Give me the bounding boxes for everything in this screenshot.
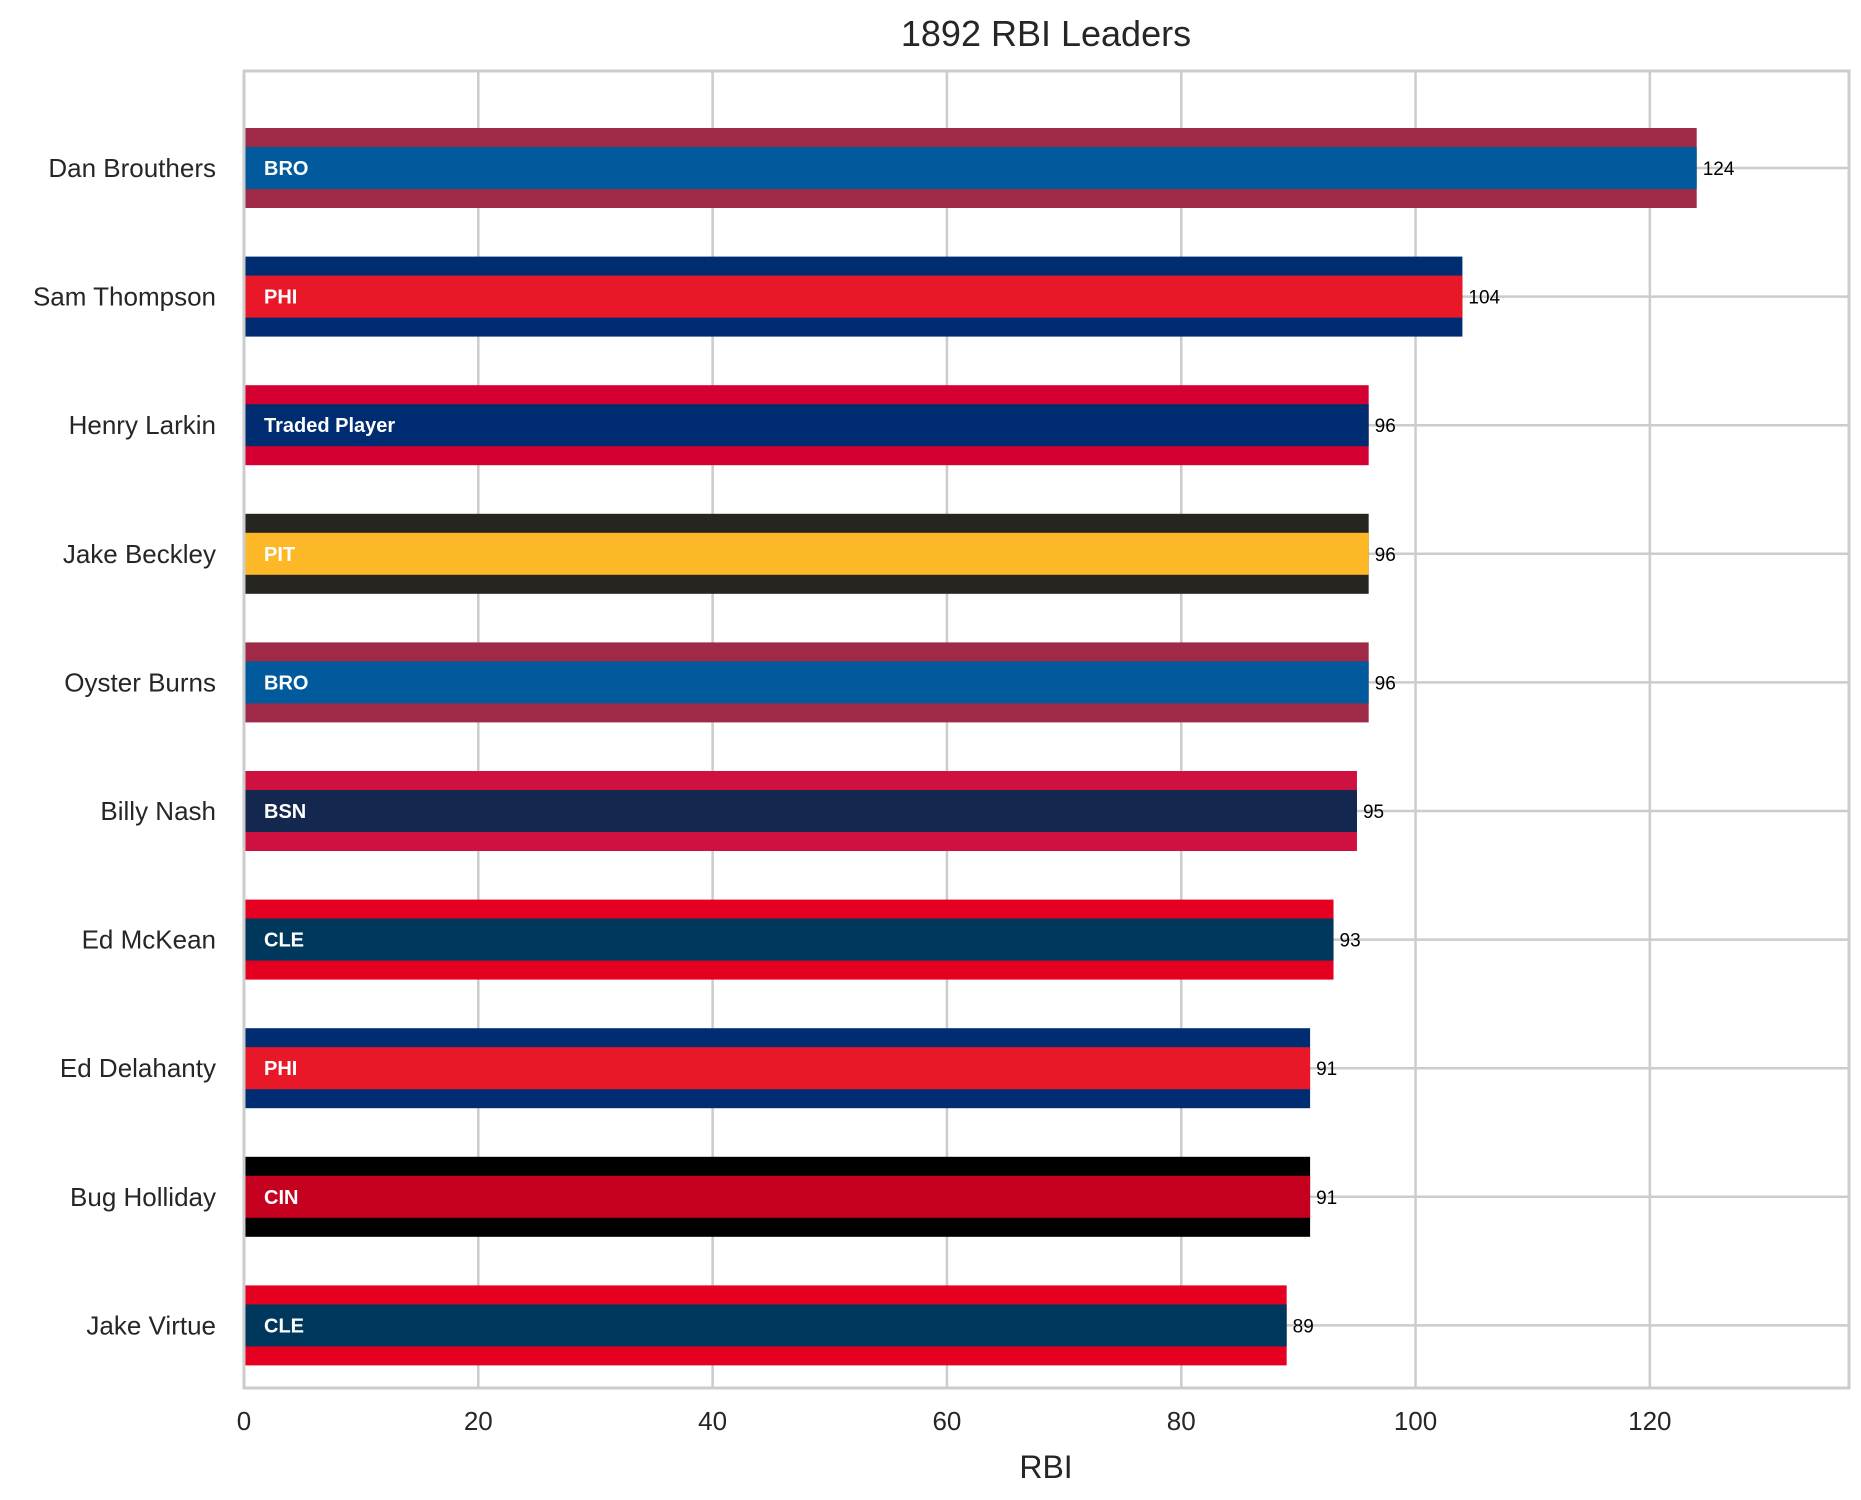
bar-inner [244,1304,1287,1347]
chart-title: 1892 RBI Leaders [901,13,1191,54]
y-category-label: Henry Larkin [69,410,216,440]
x-tick-label: 40 [698,1406,727,1436]
bar-value-label: 91 [1316,1188,1337,1209]
bar-inner [244,918,1334,961]
bar-value-label: 91 [1316,1059,1337,1080]
bar-team-label: Traded Player [264,415,395,437]
y-category-label: Jake Beckley [63,539,216,569]
bar-value-label: 124 [1703,159,1735,180]
y-category-label: Jake Virtue [86,1310,216,1340]
bar-team-label: CLE [264,1315,304,1337]
y-category-label: Billy Nash [100,796,216,826]
labels: 0 20 40 60 80 100 120 BRO 124 Dan Brouthers PHI 104… [33,153,1735,1436]
bar-value-label: 96 [1375,416,1396,437]
x-tick-label: 120 [1628,1406,1671,1436]
bar-value-label: 89 [1293,1316,1314,1337]
bar-inner [244,532,1369,575]
bar-inner [244,661,1369,704]
bar-team-label: BSN [264,801,306,823]
bar-value-label: 93 [1340,931,1361,952]
bar-team-label: BRO [264,672,308,694]
x-tick-label: 100 [1394,1406,1437,1436]
bar-inner [244,275,1463,318]
bar-inner [244,1047,1311,1090]
y-category-label: Dan Brouthers [48,153,216,183]
bars [244,128,1697,1366]
x-tick-label: 60 [932,1406,961,1436]
bar-team-label: PIT [264,544,295,566]
y-category-label: Ed McKean [82,925,216,955]
plot-frame [242,69,1851,1390]
y-category-label: Bug Holliday [70,1182,216,1212]
x-tick-label: 20 [464,1406,493,1436]
y-category-label: Ed Delahanty [60,1053,216,1083]
bar-value-label: 104 [1468,288,1500,309]
y-category-label: Sam Thompson [33,282,216,312]
y-category-label: Oyster Burns [64,667,216,697]
bar-inner [244,404,1369,447]
bar-inner [244,147,1697,189]
bar-team-label: PHI [264,1058,297,1080]
bar-team-label: CIN [264,1187,298,1209]
bar-value-label: 95 [1363,802,1384,823]
bar-team-label: PHI [264,287,297,309]
bar-inner [244,1175,1311,1218]
x-tick-label: 80 [1167,1406,1196,1436]
bar-value-label: 96 [1375,673,1396,694]
bar-value-label: 96 [1375,545,1396,566]
bar-team-label: BRO [264,158,308,180]
x-tick-label: 0 [237,1406,251,1436]
bar-team-label: CLE [264,930,304,952]
bar-inner [244,790,1357,832]
x-axis-label: RBI [1019,1449,1072,1485]
